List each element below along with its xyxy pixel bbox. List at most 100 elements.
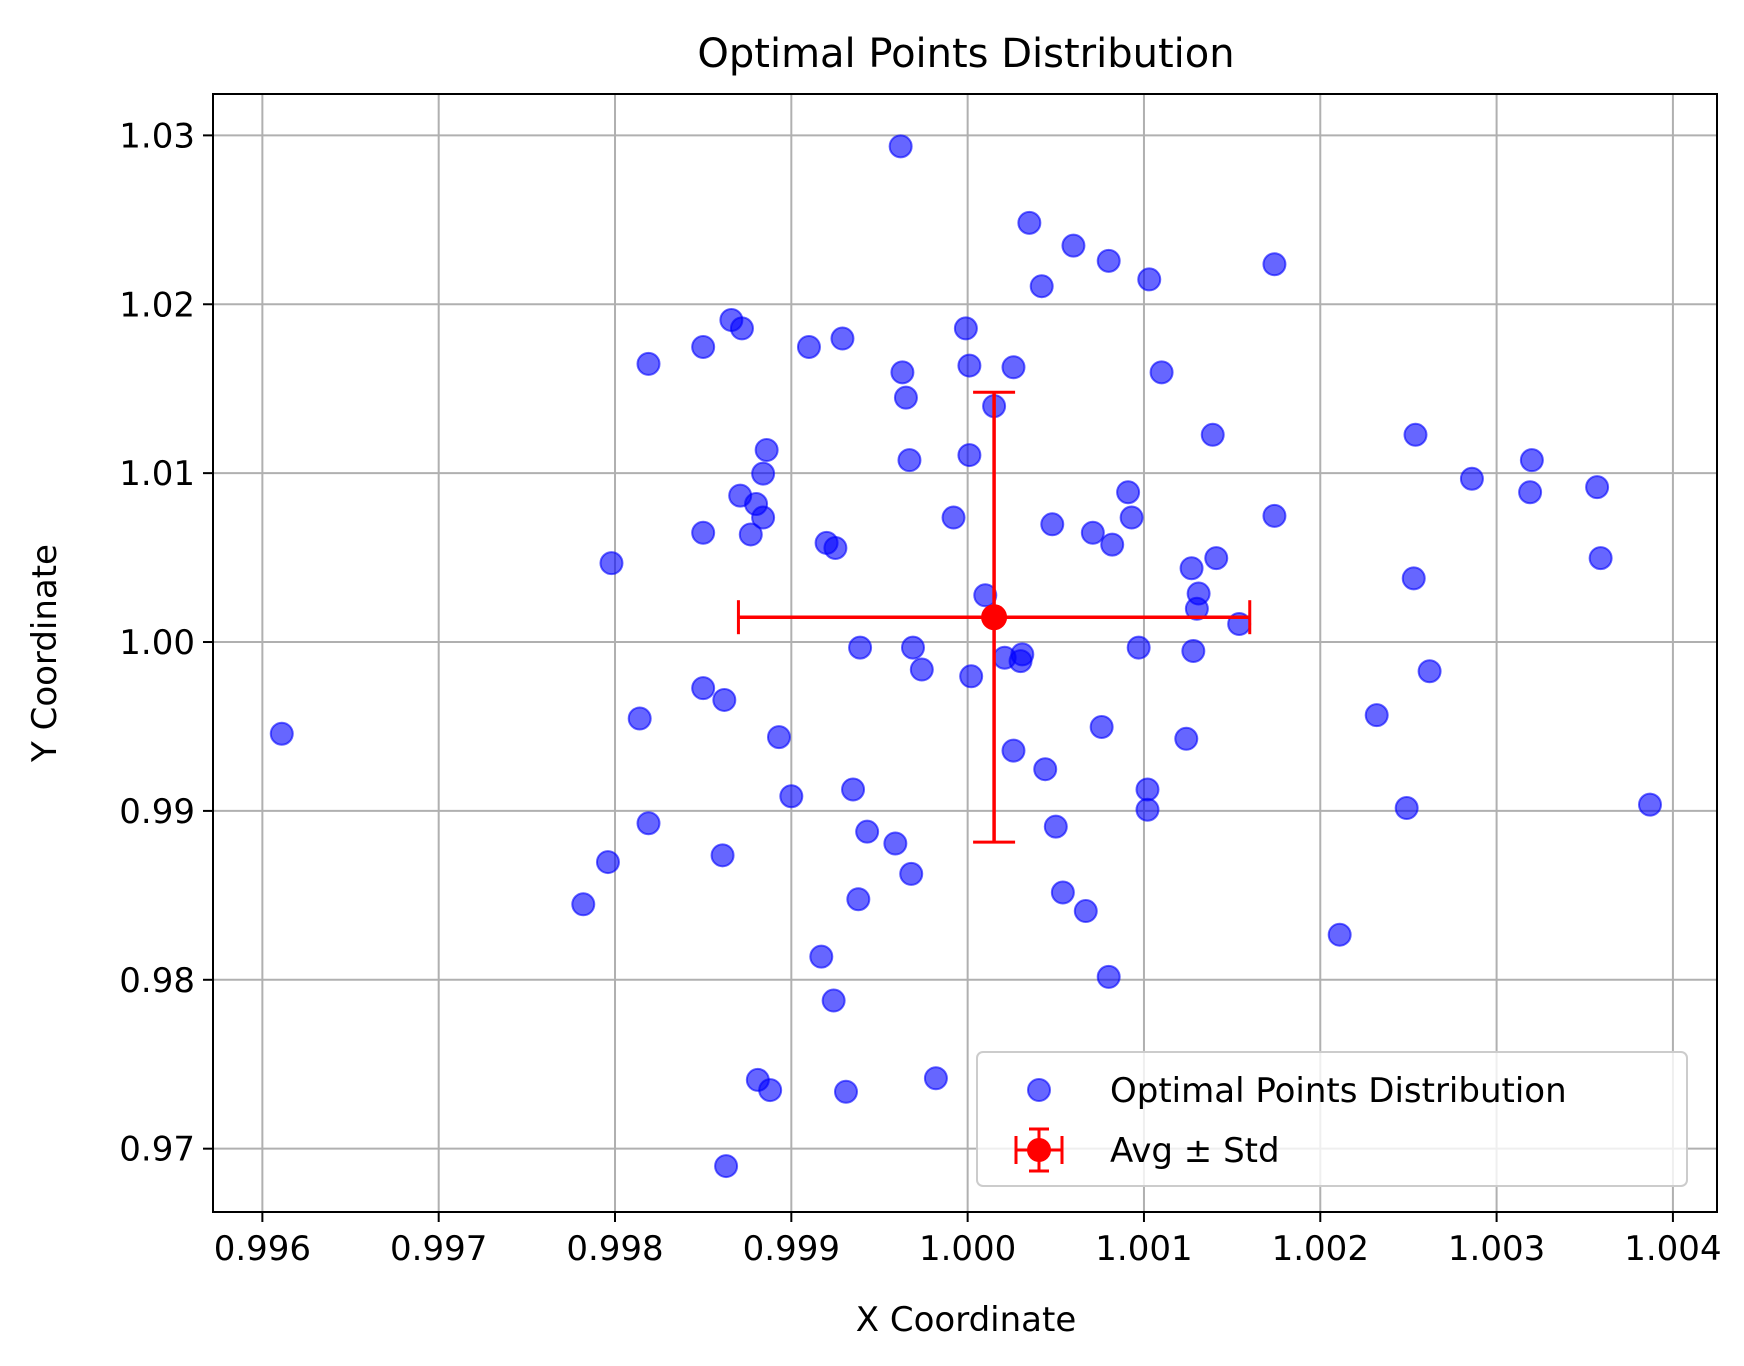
data-point [1080, 520, 1105, 545]
x-tick-label: 0.999 [743, 1229, 840, 1269]
data-point [571, 892, 596, 917]
data-point [1403, 422, 1428, 447]
data-point [1518, 480, 1543, 505]
data-point [909, 657, 934, 682]
data-point [754, 438, 779, 463]
data-point [636, 351, 661, 376]
avg-point [981, 604, 1008, 631]
x-tick-label: 1.000 [919, 1229, 1016, 1269]
data-point [973, 583, 998, 608]
data-point [1050, 880, 1075, 905]
data-point [636, 811, 661, 836]
data-point [846, 887, 871, 912]
data-point [766, 725, 791, 750]
data-point [821, 988, 846, 1013]
data-point [848, 635, 873, 660]
data-point [1137, 267, 1162, 292]
data-point [1262, 252, 1287, 277]
chart-title: Optimal Points Distribution [697, 31, 1234, 77]
data-point [830, 326, 855, 351]
data-point [1184, 596, 1209, 621]
data-point [855, 819, 880, 844]
y-tick-label: 0.98 [119, 961, 195, 1001]
data-point [959, 664, 984, 689]
data-point [738, 522, 763, 547]
legend-marker-points [1027, 1078, 1051, 1102]
y-axis-label: Y Coordinate [25, 544, 65, 763]
data-point [1459, 466, 1484, 491]
data-point [893, 385, 918, 410]
x-tick-label: 0.996 [214, 1229, 311, 1269]
data-point [691, 676, 716, 701]
data-point [957, 353, 982, 378]
legend-label-points: Optimal Points Distribution [1110, 1071, 1567, 1111]
data-point [729, 316, 754, 341]
data-point [1040, 512, 1065, 537]
x-tick-label: 1.004 [1624, 1229, 1721, 1269]
data-point [1096, 964, 1121, 989]
y-tick-label: 1.02 [119, 285, 195, 325]
data-point [269, 721, 294, 746]
data-point [833, 1079, 858, 1104]
legend: Optimal Points Distribution Avg ± Std [976, 1051, 1688, 1187]
data-point [890, 360, 915, 385]
x-tick-label: 1.002 [1272, 1229, 1369, 1269]
x-tick-label: 0.998 [566, 1229, 663, 1269]
data-point [1029, 274, 1054, 299]
data-points [269, 134, 1662, 1179]
data-point [823, 535, 848, 560]
data-point [941, 505, 966, 530]
data-point [627, 706, 652, 731]
data-point [1181, 638, 1206, 663]
x-tick-label: 1.003 [1448, 1229, 1545, 1269]
data-point [1364, 703, 1389, 728]
data-point [1519, 448, 1544, 473]
x-tick-label: 1.001 [1095, 1229, 1192, 1269]
data-point [796, 334, 821, 359]
legend-label-avg: Avg ± Std [1110, 1131, 1280, 1171]
y-tick-label: 0.99 [119, 792, 195, 832]
data-point [712, 687, 737, 712]
data-point [1033, 757, 1058, 782]
data-point [888, 134, 913, 159]
data-point [1179, 556, 1204, 581]
data-point [1008, 649, 1033, 674]
data-point [1089, 714, 1114, 739]
data-point [1100, 532, 1125, 557]
data-point [751, 505, 776, 530]
data-point [809, 944, 834, 969]
data-point [1116, 480, 1141, 505]
data-point [1135, 777, 1160, 802]
data-point [953, 316, 978, 341]
data-point [1001, 355, 1026, 380]
avg-errorbar-group [736, 390, 1252, 844]
x-tick-label: 0.997 [390, 1229, 487, 1269]
data-point [714, 1154, 739, 1179]
data-point [691, 334, 716, 359]
x-axis-ticks: 0.996 0.997 0.998 0.999 1.000 1.001 1.002 1.003… [214, 1212, 1722, 1269]
y-axis-ticks: 0.97 0.98 0.99 1.00 1.01 1.02 1.03 [119, 116, 213, 1170]
data-point [1588, 546, 1613, 571]
y-tick-label: 1.01 [119, 454, 195, 494]
data-point [710, 843, 735, 868]
data-point [1073, 899, 1098, 924]
y-tick-label: 1.03 [119, 116, 195, 156]
grid-lines [213, 94, 1717, 1212]
data-point [1585, 475, 1610, 500]
data-point [1200, 422, 1225, 447]
data-point [1262, 503, 1287, 528]
data-point [758, 1078, 783, 1103]
data-point [1096, 248, 1121, 273]
data-point [751, 461, 776, 486]
data-point [599, 551, 624, 576]
data-point [1043, 814, 1068, 839]
data-point [1394, 796, 1419, 821]
legend-box [976, 1051, 1688, 1187]
y-tick-label: 1.00 [119, 623, 195, 663]
data-point [897, 448, 922, 473]
plot-frame [212, 93, 1718, 1213]
data-point [1149, 360, 1174, 385]
data-point [1417, 659, 1442, 684]
data-point [1204, 546, 1229, 571]
data-point [1126, 635, 1151, 660]
